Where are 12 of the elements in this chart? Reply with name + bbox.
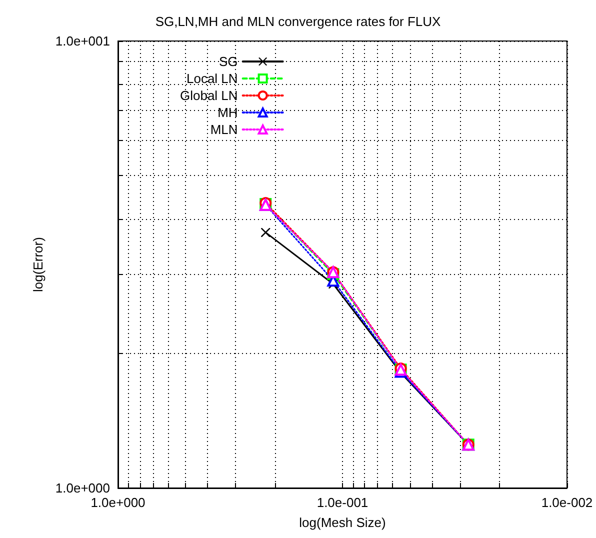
x-tick-label: 1.0e-002 (541, 495, 593, 510)
legend-label: MLN (210, 122, 238, 137)
y-axis-title: log(Error) (30, 237, 46, 292)
y-tick-label: 1.0e+001 (55, 34, 110, 48)
legend-label: Local LN (186, 71, 238, 86)
legend-label: MH (218, 105, 238, 120)
chart-title: SG,LN,MH and MLN convergence rates for FLUX (155, 14, 442, 29)
x-tick-label: 1.0e+000 (90, 495, 146, 510)
x-tick-label: 1.0e-001 (316, 495, 368, 510)
x-axis-title: log(Mesh Size) (299, 515, 386, 530)
legend-label: Global LN (180, 88, 238, 103)
legend-label: SG (219, 54, 238, 69)
